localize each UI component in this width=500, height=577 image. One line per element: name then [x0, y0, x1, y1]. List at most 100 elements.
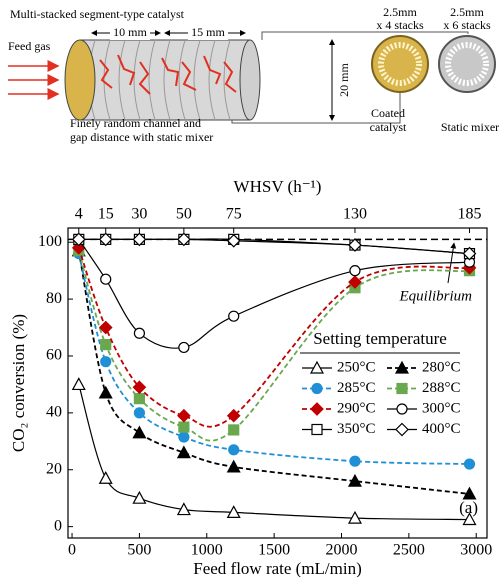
legend-label: 250°C	[337, 359, 376, 375]
data-marker	[133, 393, 146, 405]
data-marker	[71, 232, 86, 247]
data-marker	[133, 407, 146, 419]
connector	[261, 31, 469, 40]
y-tick-label: 80	[46, 290, 62, 307]
legend-label: 285°C	[337, 380, 376, 396]
static-mixer-pattern	[445, 42, 489, 86]
legend-marker	[396, 382, 408, 395]
data-marker	[132, 380, 147, 395]
feed-gas: Feed gas	[8, 39, 51, 53]
coated-label: Coated	[371, 106, 405, 120]
label-bg	[188, 26, 228, 40]
data-marker	[98, 320, 113, 335]
cylinder-face	[64, 39, 96, 121]
mixer-stacks: x 6 stacks	[443, 18, 491, 32]
data-marker	[98, 232, 113, 247]
schematic: Multi-stacked segment-type catalyst Feed…	[8, 5, 499, 144]
data-marker	[462, 486, 477, 500]
equilibrium-label: Equilibrium	[398, 288, 472, 304]
flow-channels	[99, 54, 237, 95]
mixer-label: Static mixer	[441, 120, 499, 134]
x2-tick-label: 130	[343, 206, 367, 223]
data-marker	[133, 327, 146, 339]
coated-label: catalyst	[370, 120, 407, 134]
data-marker	[226, 459, 241, 473]
data-marker	[100, 356, 112, 368]
data-marker	[176, 502, 191, 516]
legend-label: 400°C	[422, 421, 461, 437]
x-tick-label: 2500	[393, 542, 425, 559]
legend-marker	[309, 360, 325, 374]
data-marker	[178, 341, 190, 354]
y-tick-label: 0	[54, 517, 62, 534]
data-marker	[226, 505, 241, 519]
data-marker	[347, 510, 362, 524]
x2-tick-label: 30	[131, 206, 147, 223]
x2-tick-label: 15	[98, 206, 114, 223]
chart: 0 500 1000 1500 2000 2500 3000 0 20 40 60 80 100 4 15 3…	[9, 177, 492, 577]
mixer-size: 2.5mm	[450, 5, 484, 19]
data-marker	[100, 273, 112, 285]
connector	[231, 92, 401, 124]
dimension-label: 20 mm	[337, 63, 351, 97]
legend-marker	[311, 423, 323, 436]
label-bg	[110, 26, 150, 40]
plot-frame	[67, 227, 488, 539]
data-marker	[228, 424, 240, 436]
schematic-caption: Finely random channel and	[70, 116, 201, 130]
x-tick-label: 1000	[191, 542, 223, 559]
data-marker	[462, 512, 477, 526]
coated-stacks: x 4 stacks	[376, 18, 424, 32]
legend-label: 290°C	[337, 400, 376, 416]
x2-tick-label: 50	[176, 206, 192, 223]
legend-label: 300°C	[422, 400, 461, 416]
y-axis-title: CO₂ conversion (%)	[9, 314, 28, 452]
x-axis-title: Feed flow rate (mL/min)	[193, 559, 362, 577]
data-marker	[349, 265, 361, 277]
panel-label: (a)	[459, 498, 478, 517]
x-tick-label: 1500	[258, 542, 290, 559]
data-marker	[71, 377, 86, 391]
x2-tick-label: 4	[75, 206, 83, 223]
data-marker	[178, 421, 190, 433]
cylinder-body	[79, 39, 251, 121]
x2-axis-title: WHSV (h⁻¹)	[234, 177, 322, 196]
data-marker	[98, 385, 113, 399]
legend-marker	[395, 422, 409, 437]
data-marker	[348, 238, 362, 252]
data-marker	[177, 232, 191, 247]
data-marker	[348, 275, 362, 289]
legend-label: 288°C	[422, 380, 461, 396]
data-marker	[178, 431, 190, 443]
schematic-title: Multi-stacked segment-type catalyst	[10, 7, 185, 21]
x-tick-label: 500	[127, 542, 151, 559]
legend-marker	[311, 382, 323, 395]
data-marker	[132, 425, 147, 439]
data-marker	[463, 458, 476, 470]
x-tick-label: 0	[68, 542, 76, 559]
data-marker	[226, 408, 241, 423]
data-marker	[226, 233, 241, 248]
legend-marker	[396, 403, 408, 415]
data-marker	[177, 408, 191, 423]
legend-label: 350°C	[337, 421, 376, 437]
legend-title: Setting temperature	[313, 329, 447, 348]
data-marker	[98, 471, 113, 484]
data-marker	[228, 310, 240, 322]
coated-catalyst-pattern	[378, 42, 422, 86]
data-marker	[228, 444, 240, 456]
dimension-label: 15 mm	[191, 25, 225, 39]
data-marker	[462, 246, 477, 261]
legend-marker	[310, 402, 324, 416]
data-marker	[347, 473, 362, 487]
x2-tick-label: 185	[457, 206, 481, 223]
x-tick-label: 2000	[325, 542, 357, 559]
dimension-label: 10 mm	[113, 25, 147, 39]
series-line	[77, 250, 470, 495]
data-marker	[100, 339, 112, 351]
coated-size: 2.5mm	[383, 5, 417, 19]
data-marker	[132, 232, 147, 247]
data-marker	[176, 445, 191, 459]
data-marker	[349, 455, 361, 467]
